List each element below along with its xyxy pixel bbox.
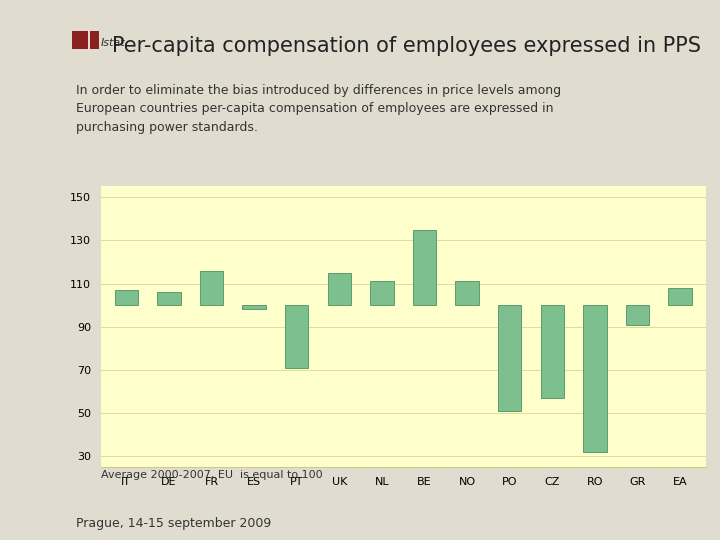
Bar: [668, 288, 692, 305]
Text: Average 2000-2007, EU  is equal to 100: Average 2000-2007, EU is equal to 100: [101, 470, 323, 480]
Bar: [498, 305, 521, 411]
Bar: [328, 273, 351, 305]
Text: Prague, 14-15 september 2009: Prague, 14-15 september 2009: [76, 516, 271, 530]
Bar: [370, 281, 394, 305]
Bar: [157, 292, 181, 305]
Text: In order to eliminate the bias introduced by differences in price levels among
E: In order to eliminate the bias introduce…: [76, 84, 561, 134]
Bar: [455, 281, 479, 305]
Bar: [583, 305, 606, 452]
Bar: [626, 305, 649, 325]
Bar: [285, 305, 308, 368]
Bar: [541, 305, 564, 398]
Bar: [243, 305, 266, 309]
Text: Per-capita compensation of employees expressed in PPS: Per-capita compensation of employees exp…: [112, 36, 701, 56]
Bar: [114, 290, 138, 305]
Bar: [413, 230, 436, 305]
Text: Istat: Istat: [101, 38, 125, 48]
Bar: [200, 271, 223, 305]
